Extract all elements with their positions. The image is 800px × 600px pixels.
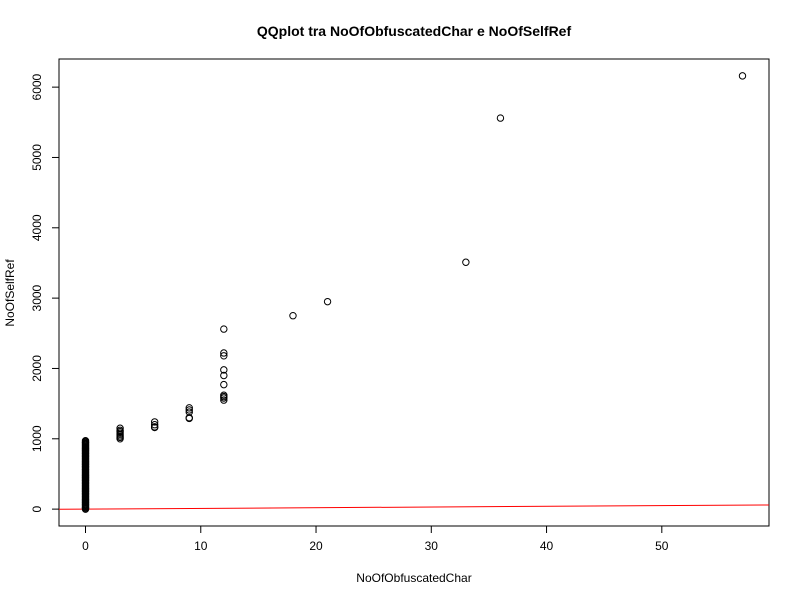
data-point — [220, 325, 228, 333]
data-point — [185, 406, 193, 414]
y-tick-label: 6000 — [30, 73, 44, 100]
x-tick-label: 50 — [655, 539, 669, 553]
y-tick-label: 5000 — [30, 144, 44, 171]
x-tick-label: 20 — [309, 539, 323, 553]
data-point — [150, 421, 159, 429]
y-axis: 0 1000 2000 3000 4000 5000 6000 — [30, 73, 60, 512]
data-point — [185, 414, 193, 423]
x-axis: 0 10 20 30 40 50 — [82, 525, 669, 553]
data-point — [220, 352, 228, 360]
x-tick-label: 0 — [82, 539, 89, 553]
y-tick-label: 2000 — [30, 355, 44, 382]
data-points — [81, 72, 747, 513]
x-axis-label: NoOfObfuscatedChar — [356, 571, 471, 585]
data-point — [220, 380, 228, 389]
y-tick-label: 3000 — [30, 284, 44, 311]
data-point — [738, 72, 747, 80]
data-point — [116, 435, 124, 443]
reference-line — [58, 504, 770, 510]
data-point — [150, 418, 159, 426]
data-point — [220, 394, 228, 402]
data-point — [323, 297, 332, 306]
data-point — [220, 349, 228, 357]
data-point — [496, 114, 505, 122]
chart-title: QQplot tra NoOfObfuscatedChar e NoOfSelf… — [257, 23, 572, 39]
data-point — [150, 423, 159, 432]
y-tick-label: 0 — [30, 505, 44, 512]
data-point — [185, 404, 193, 412]
data-point — [462, 258, 470, 266]
x-tick-label: 10 — [194, 539, 208, 553]
data-point — [81, 437, 90, 445]
plot-frame — [58, 58, 770, 527]
y-tick-label: 1000 — [30, 425, 44, 452]
plot-area — [58, 72, 770, 513]
data-point — [220, 371, 228, 380]
data-point — [289, 312, 297, 320]
x-tick-label: 30 — [425, 539, 439, 553]
x-tick-label: 40 — [540, 539, 554, 553]
data-point — [220, 366, 228, 374]
data-point — [220, 396, 228, 404]
y-axis-label: NoOfSelfRef — [3, 259, 17, 327]
y-tick-label: 4000 — [30, 214, 44, 241]
